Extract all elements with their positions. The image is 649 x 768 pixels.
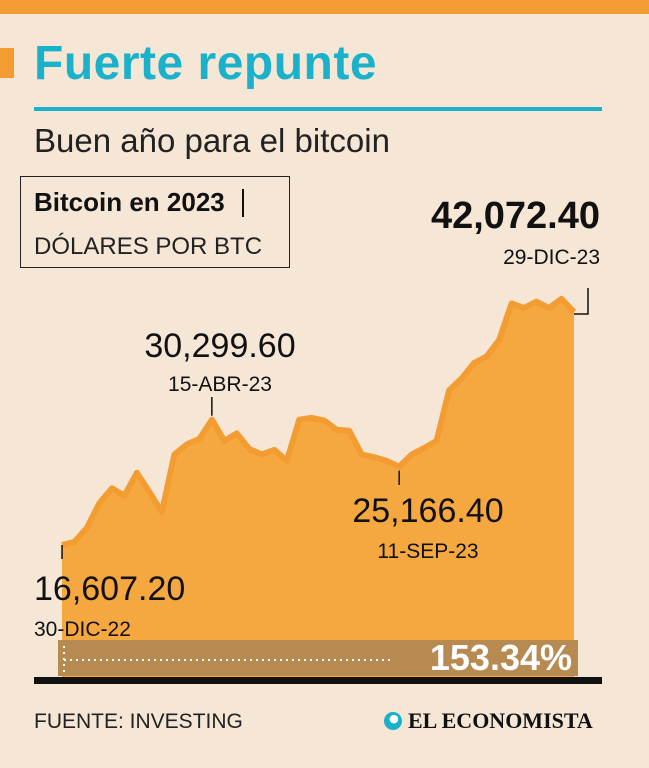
title-divider [242, 189, 244, 217]
annotation-date-3: 11-SEP-23 [377, 540, 478, 563]
brand-logo: EL ECONOMISTA [384, 708, 593, 734]
series-line [61, 295, 577, 548]
page-title: Fuerte repunte [34, 37, 378, 90]
brand-name: EL ECONOMISTA [408, 708, 593, 733]
annotation-value-2: 30,299.60 [144, 327, 295, 365]
title-accent-mark [0, 48, 14, 78]
source-note: FUENTE: INVESTING [34, 710, 243, 733]
chart-units: DÓLARES POR BTC [34, 233, 263, 260]
change-percent-label: 153.34% [430, 637, 572, 678]
chart-title: Bitcoin en 2023 [34, 187, 225, 217]
series-area [62, 298, 574, 678]
annotation-leader-4 [574, 288, 589, 315]
logo-icon [384, 712, 402, 730]
chart-label-box: Bitcoin en 2023 DÓLARES POR BTC [20, 176, 290, 268]
x-axis-baseline [34, 677, 602, 684]
annotation-value-3: 25,166.40 [352, 492, 503, 530]
annotation-date-4: 29-DIC-23 [503, 246, 600, 269]
title-rule [34, 107, 602, 111]
annotation-value-1: 16,607.20 [34, 570, 185, 608]
annotation-date-1: 30-DIC-22 [34, 618, 131, 641]
annotation-value-4: 42,072.40 [431, 195, 600, 237]
annotation-date-2: 15-ABR-23 [168, 373, 272, 396]
bitcoin-area-chart: 153.34% 16,607.20 30-DIC-22 30,299.60 15-ABR… [34, 195, 602, 684]
change-band [58, 640, 578, 676]
page-subtitle: Buen año para el bitcoin [34, 122, 390, 159]
top-accent-bar [0, 0, 649, 14]
